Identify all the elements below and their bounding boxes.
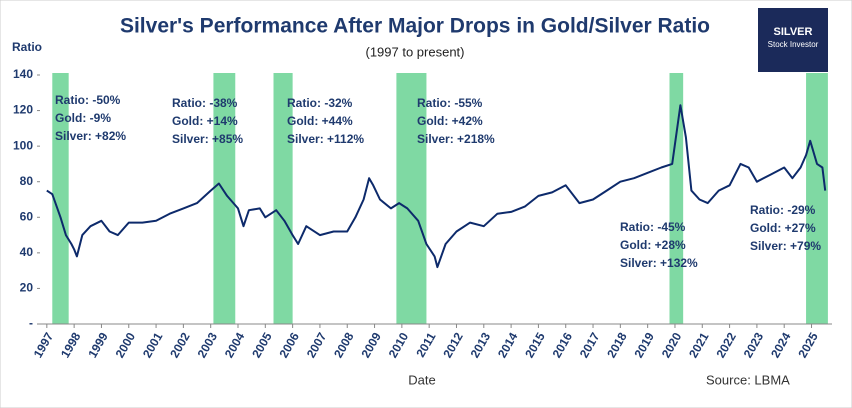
- annotation: Gold: +44%: [287, 114, 353, 128]
- annotation: Ratio: -50%: [55, 93, 121, 107]
- ratio-line: [46, 104, 827, 269]
- y-tick-label: 60: [20, 209, 34, 223]
- y-tick-label: 40: [20, 245, 34, 259]
- annotation: Silver: +132%: [620, 256, 698, 270]
- annotation: Gold: +28%: [620, 238, 686, 252]
- annotation: Silver: +85%: [172, 132, 243, 146]
- y-tick-label: 20: [20, 281, 34, 295]
- source: Source: LBMA: [706, 372, 790, 387]
- highlight-period: [273, 73, 293, 324]
- annotation: Silver: +79%: [750, 239, 821, 253]
- annotation: Silver: +112%: [287, 132, 364, 146]
- annotation: Ratio: -38%: [172, 96, 238, 110]
- chart-subtitle: (1997 to present): [365, 44, 464, 59]
- y-axis-title: Ratio: [12, 40, 42, 54]
- highlight-period: [806, 73, 828, 324]
- annotation: Ratio: -32%: [287, 96, 353, 110]
- annotation: Gold: +27%: [750, 221, 816, 235]
- y-tick-label: 80: [20, 174, 34, 188]
- annotation: Gold: +14%: [172, 114, 238, 128]
- highlight-period: [213, 73, 236, 324]
- highlight-period: [669, 73, 684, 324]
- y-tick-label: 120: [13, 103, 33, 117]
- logo: SILVER Stock Investor: [758, 8, 828, 72]
- y-tick-label: -: [29, 316, 33, 330]
- annotation: Gold: +42%: [417, 114, 483, 128]
- annotation: Ratio: -55%: [417, 96, 483, 110]
- x-axis-title: Date: [408, 372, 435, 387]
- highlight-period: [52, 73, 69, 324]
- logo-box: [758, 8, 828, 72]
- annotation: Silver: +218%: [417, 132, 495, 146]
- chart-title: Silver's Performance After Major Drops i…: [120, 15, 710, 38]
- annotation: Silver: +82%: [55, 129, 126, 143]
- annotation: Gold: -9%: [55, 111, 111, 125]
- logo-title: SILVER: [774, 26, 813, 38]
- annotation: Ratio: -45%: [620, 220, 686, 234]
- annotation: Ratio: -29%: [750, 203, 816, 217]
- highlight-period: [396, 73, 427, 324]
- y-tick-label: 140: [13, 67, 33, 81]
- y-tick-label: 100: [13, 138, 33, 152]
- logo-subtitle: Stock Investor: [768, 40, 819, 49]
